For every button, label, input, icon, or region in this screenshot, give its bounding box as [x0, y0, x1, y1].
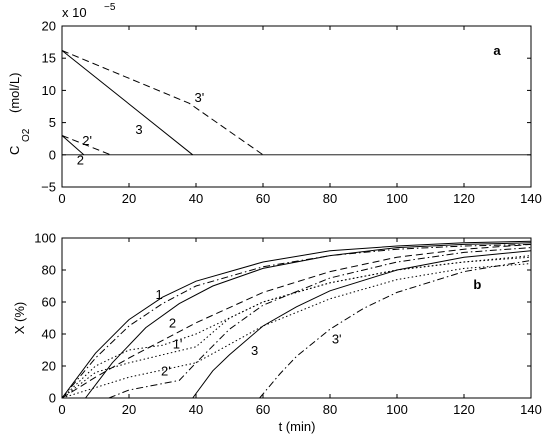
panel-b-series-unlabeled-6-line — [61, 243, 532, 399]
panel-a-y-multiplier: x 10 −5 — [62, 2, 116, 20]
panel-b-annotation-3: 3 — [251, 343, 258, 358]
panel-a-ylabel-unit: (mol/L) — [7, 73, 22, 113]
panel-b-xtick-label: 140 — [520, 402, 542, 417]
panel-a-ytick-label: 15 — [42, 51, 56, 66]
panel-a-xtick-label: 120 — [453, 191, 475, 206]
panel-a-series-3p-line — [61, 50, 264, 156]
panel-b-xtick-label: 60 — [256, 402, 270, 417]
panel-a-y-multiplier-base: x 10 — [62, 5, 87, 20]
panel-b-series-2p-line — [108, 247, 532, 399]
panel-b-series-unlabeled-9-line — [61, 263, 532, 399]
panel-b-y-axis-label: X (%) — [12, 302, 27, 335]
panel-a-annotation-2p: 2' — [82, 133, 92, 148]
panel-b-annotation-1: 1 — [156, 287, 163, 302]
panel-b-xtick-label: 40 — [189, 402, 203, 417]
panel-b-annotations: 12 1'2' 3 3' b — [156, 277, 482, 378]
panel-a-xtick-label: 60 — [256, 191, 270, 206]
panel-a-series-3-line — [61, 50, 194, 156]
panel-b-ytick-label: 60 — [42, 295, 56, 310]
panel-a-y-axis-label: C O2 (mol/L) — [7, 73, 32, 155]
panel-b-series-3-line — [192, 250, 532, 399]
panel-b-ytick-label: 100 — [34, 231, 56, 246]
panel-a-ylabel-main: C — [7, 146, 22, 155]
panel-a-xtick-label: 40 — [189, 191, 203, 206]
panel-a-ytick-label: 20 — [42, 19, 56, 34]
panel-b-xtick-label: 100 — [386, 402, 408, 417]
panel-a-xtick-label: 80 — [323, 191, 337, 206]
panel-b-plot-frame — [61, 237, 532, 399]
panel-b-ytick-label: 0 — [49, 391, 56, 406]
panel-b-ytick-label: 40 — [42, 327, 56, 342]
panel-a-ytick-label: −5 — [41, 180, 56, 195]
panel-a-y-multiplier-exponent: −5 — [104, 2, 116, 13]
panel-b-chart: 0 20 40 60 80 100 120 140 0 20 40 60 80 100 12 1'2' 3 3'… — [12, 231, 542, 435]
panel-a-series-2p-line — [61, 135, 111, 156]
panel-b-annotation-1p: 1' — [173, 336, 183, 351]
panel-a-annotation-3: 3 — [135, 122, 142, 137]
panel-b-ytick-label: 20 — [42, 359, 56, 374]
panel-b-ytick-label: 80 — [42, 263, 56, 278]
panel-a-ytick-label: 0 — [49, 147, 56, 162]
panel-b-ticks: 0 20 40 60 80 100 120 140 0 20 40 60 80 100 — [34, 231, 542, 418]
panel-a-annotation-2: 2 — [77, 152, 84, 167]
panel-b-series-2-line — [85, 242, 532, 399]
panel-a-ytick-label: 5 — [49, 115, 56, 130]
panel-b-xtick-label: 20 — [122, 402, 136, 417]
panel-b-series-unlabeled-7-line — [61, 255, 532, 399]
panel-a-series-2-line — [61, 135, 85, 156]
panel-a-ytick-label: 10 — [42, 83, 56, 98]
panel-a-plot-frame — [61, 25, 532, 188]
panel-b-xtick-label: 120 — [453, 402, 475, 417]
panel-a-xtick-label: 0 — [58, 191, 65, 206]
panel-b-series-unlabeled-8-line — [61, 256, 532, 399]
panel-a-series-group — [61, 50, 264, 156]
panel-b-annotation-b: b — [473, 277, 481, 292]
panel-b-annotation-2p: 2' — [161, 364, 171, 379]
panel-b-series-1p-line — [61, 243, 532, 399]
panel-a-xtick-label: 20 — [122, 191, 136, 206]
panel-a-letter: a — [493, 43, 501, 58]
panel-a-ylabel-subscript: O2 — [21, 128, 32, 142]
panel-b-x-axis-label: t (min) — [279, 419, 316, 434]
panel-b-xtick-label: 0 — [58, 402, 65, 417]
panel-b-annotation-2: 2 — [169, 316, 176, 331]
panel-b-series-1-line — [61, 240, 532, 399]
panel-b-xtick-label: 80 — [323, 402, 337, 417]
panel-b-annotation-3p: 3' — [332, 332, 342, 347]
panel-a-annotations: 2 2' 3 3' — [77, 90, 204, 167]
panel-b-series-group — [61, 240, 532, 399]
panel-a-annotation-3p: 3' — [194, 90, 204, 105]
panel-a-xtick-label: 100 — [386, 191, 408, 206]
panel-a-xtick-label: 140 — [520, 191, 542, 206]
panel-b-series-3p-line — [259, 259, 532, 399]
